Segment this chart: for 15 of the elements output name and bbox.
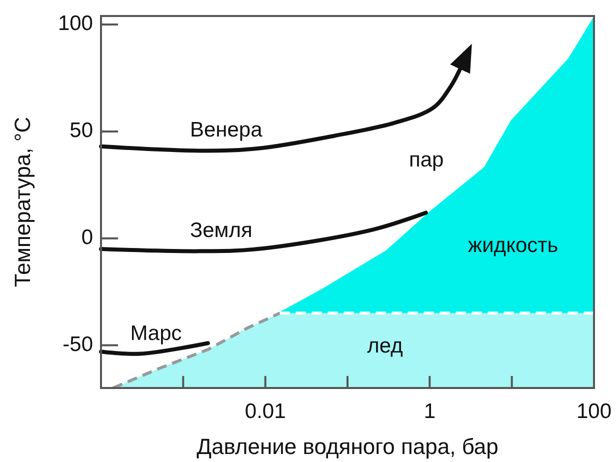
series-label: Земля (190, 219, 252, 242)
y-tick-label: 0 (81, 226, 93, 249)
annotation: пар (409, 148, 444, 172)
y-axis-title: Температура, °C (10, 116, 35, 288)
y-tick-label: 100 (58, 12, 93, 36)
x-tick-label: 1 (424, 400, 436, 423)
annotation: жидкость (468, 234, 558, 258)
y-tick-label: 50 (70, 118, 93, 142)
y-tick-label: -50 (62, 332, 93, 356)
series-label: Венера (190, 118, 263, 142)
x-tick-label: 100 (576, 400, 612, 423)
x-tick-label: 0.01 (244, 400, 286, 423)
annotation: лед (367, 334, 403, 358)
series-label: Марс (130, 322, 182, 345)
x-axis-title: Давление водяного пара, бар (196, 434, 498, 459)
